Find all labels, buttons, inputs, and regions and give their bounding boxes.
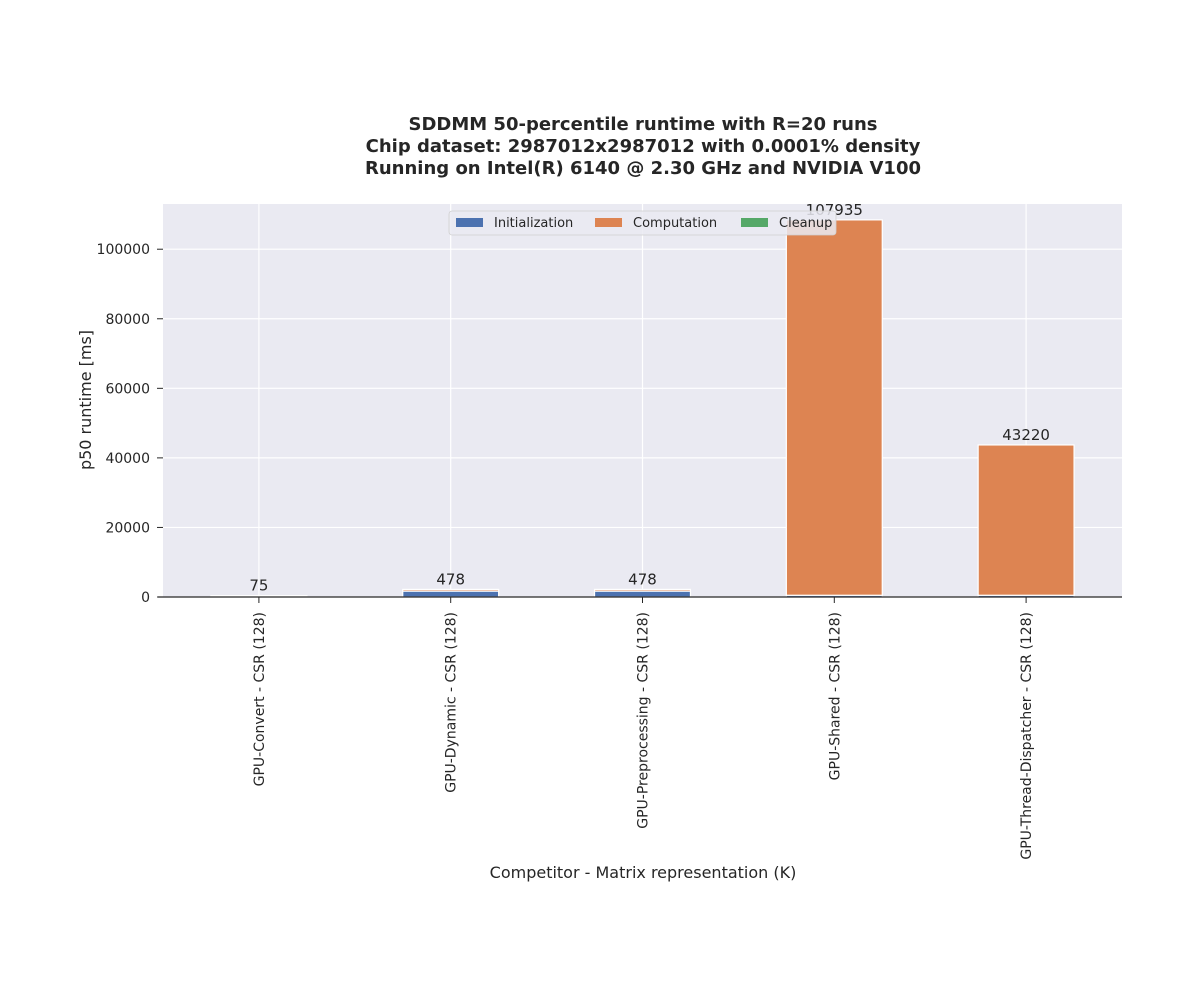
y-tick-label: 80000 — [105, 312, 150, 328]
legend-label-computation: Computation — [633, 216, 717, 231]
legend-box — [448, 210, 837, 236]
title-line-1: SDDMM 50-percentile runtime with R=20 ru… — [408, 114, 877, 135]
title-line-3: Running on Intel(R) 6140 @ 2.30 GHz and … — [365, 158, 921, 179]
bar-value-label: 478 — [628, 570, 657, 588]
x-tick-label: GPU-Convert - CSR (128) — [252, 612, 268, 786]
chart-title: SDDMM 50-percentile runtime with R=20 ru… — [365, 114, 921, 179]
y-tick-label: 40000 — [105, 451, 150, 467]
legend: Initialization Computation Cleanup — [448, 210, 837, 236]
legend-label-cleanup: Cleanup — [779, 216, 832, 231]
bar-computation-4 — [977, 444, 1075, 596]
x-tick-label: GPU-Thread-Dispatcher - CSR (128) — [1019, 612, 1035, 860]
y-tick-label: 0 — [141, 590, 150, 606]
y-tick-label: 100000 — [97, 242, 150, 258]
y-axis-ticks: 0 20000 40000 60000 80000 100000 — [97, 242, 163, 606]
x-axis-ticks: GPU-Convert - CSR (128) GPU-Dynamic - CSR… — [252, 597, 1035, 860]
bar-value-label: 75 — [249, 577, 268, 595]
title-line-2: Chip dataset: 2987012x2987012 with 0.000… — [366, 136, 921, 157]
bar-initialization-2 — [593, 590, 692, 598]
bar-computation-3 — [785, 219, 883, 596]
y-tick-label: 20000 — [105, 520, 150, 536]
legend-label-initialization: Initialization — [494, 216, 573, 231]
x-tick-label: GPU-Shared - CSR (128) — [827, 612, 843, 780]
bar-computation-2 — [593, 588, 692, 592]
legend-swatch-cleanup — [741, 218, 768, 227]
legend-swatch-computation — [595, 218, 622, 227]
x-tick-label: GPU-Dynamic - CSR (128) — [444, 612, 460, 793]
bar-initialization-1 — [402, 590, 500, 598]
bar-value-label: 478 — [436, 570, 465, 588]
y-tick-label: 60000 — [105, 381, 150, 397]
bars — [210, 219, 1075, 598]
legend-swatch-initialization — [456, 218, 483, 227]
bar-computation-0 — [210, 595, 308, 597]
bar-computation-1 — [402, 588, 500, 592]
x-axis-label: Competitor - Matrix representation (K) — [490, 863, 797, 882]
bar-value-label: 43220 — [1002, 426, 1050, 444]
x-tick-label: GPU-Preprocessing - CSR (128) — [636, 612, 652, 829]
y-axis-label: p50 runtime [ms] — [76, 330, 95, 470]
